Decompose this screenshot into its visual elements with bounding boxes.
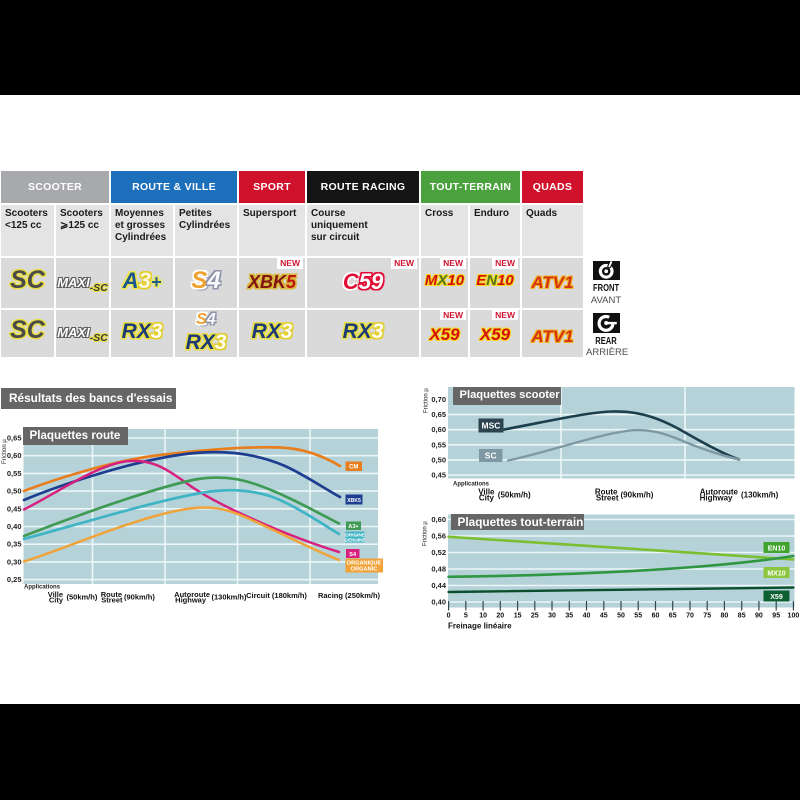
svg-text:0,70: 0,70 bbox=[431, 395, 446, 404]
svg-text:0,45: 0,45 bbox=[7, 504, 22, 513]
svg-text:0,35: 0,35 bbox=[7, 540, 22, 549]
svg-text:100: 100 bbox=[788, 613, 800, 620]
svg-text:0,25: 0,25 bbox=[7, 575, 22, 584]
svg-text:S4: S4 bbox=[349, 552, 357, 558]
svg-text:Friction µ: Friction µ bbox=[424, 388, 430, 413]
svg-text:(130km/h): (130km/h) bbox=[212, 593, 248, 602]
svg-text:0,50: 0,50 bbox=[431, 455, 446, 464]
svg-text:ORIGINE: ORIGINE bbox=[345, 533, 364, 538]
svg-text:EN10: EN10 bbox=[768, 545, 786, 552]
svg-text:0,65: 0,65 bbox=[431, 410, 446, 419]
svg-text:Circuit (180km/h): Circuit (180km/h) bbox=[246, 591, 307, 600]
svg-text:Highway: Highway bbox=[700, 494, 733, 503]
svg-text:Applications: Applications bbox=[24, 585, 61, 591]
svg-text:0,60: 0,60 bbox=[7, 451, 22, 460]
svg-text:Route: Route bbox=[595, 488, 618, 497]
svg-text:5: 5 bbox=[464, 613, 468, 620]
svg-text:40: 40 bbox=[583, 613, 591, 620]
svg-text:Autoroute: Autoroute bbox=[174, 590, 210, 599]
svg-text:Applications: Applications bbox=[453, 482, 490, 488]
svg-text:(50km/h): (50km/h) bbox=[67, 593, 98, 602]
svg-text:Racing (250km/h): Racing (250km/h) bbox=[318, 591, 381, 600]
svg-text:A3+: A3+ bbox=[348, 524, 359, 530]
svg-text:(90km/h): (90km/h) bbox=[621, 491, 654, 500]
svg-text:0,52: 0,52 bbox=[431, 548, 446, 557]
svg-text:95: 95 bbox=[772, 613, 780, 620]
svg-text:SC: SC bbox=[485, 451, 497, 461]
svg-text:0,45: 0,45 bbox=[431, 471, 446, 480]
svg-text:(90km/h): (90km/h) bbox=[124, 593, 155, 602]
svg-text:Autoroute: Autoroute bbox=[700, 488, 739, 497]
svg-text:65: 65 bbox=[669, 613, 677, 620]
svg-text:0,65: 0,65 bbox=[7, 434, 22, 443]
svg-text:ORGANIC: ORGANIC bbox=[351, 567, 377, 573]
svg-text:Street: Street bbox=[596, 494, 619, 503]
svg-text:70: 70 bbox=[686, 613, 694, 620]
svg-text:MX10: MX10 bbox=[767, 570, 785, 577]
svg-text:Freinage linéaire: Freinage linéaire bbox=[448, 622, 512, 631]
svg-text:0,55: 0,55 bbox=[431, 440, 446, 449]
svg-text:City: City bbox=[49, 596, 64, 605]
svg-text:15: 15 bbox=[514, 613, 522, 620]
svg-text:0: 0 bbox=[447, 613, 451, 620]
svg-text:Highway: Highway bbox=[175, 596, 207, 605]
svg-text:(130km/h): (130km/h) bbox=[741, 491, 779, 500]
svg-text:(50km/h): (50km/h) bbox=[498, 491, 531, 500]
svg-text:25: 25 bbox=[531, 613, 539, 620]
svg-text:30: 30 bbox=[548, 613, 556, 620]
svg-text:90: 90 bbox=[755, 613, 763, 620]
svg-text:ORGANIQUE: ORGANIQUE bbox=[347, 561, 382, 567]
svg-text:X59: X59 bbox=[770, 594, 783, 601]
svg-text:MSC: MSC bbox=[482, 421, 501, 431]
svg-text:GENUINE: GENUINE bbox=[345, 537, 366, 542]
svg-text:60: 60 bbox=[652, 613, 660, 620]
svg-text:XBK5: XBK5 bbox=[347, 498, 361, 504]
svg-text:City: City bbox=[479, 494, 495, 503]
svg-text:35: 35 bbox=[565, 613, 573, 620]
svg-text:0,56: 0,56 bbox=[431, 532, 446, 541]
svg-text:20: 20 bbox=[496, 613, 504, 620]
svg-text:0,30: 0,30 bbox=[7, 557, 22, 566]
svg-text:85: 85 bbox=[738, 613, 746, 620]
svg-text:Ville: Ville bbox=[478, 488, 495, 497]
svg-text:Ville: Ville bbox=[48, 590, 63, 599]
svg-text:55: 55 bbox=[634, 613, 642, 620]
svg-text:0,60: 0,60 bbox=[431, 425, 446, 434]
svg-text:Friction µ: Friction µ bbox=[423, 521, 429, 546]
svg-text:45: 45 bbox=[600, 613, 608, 620]
svg-text:Route: Route bbox=[101, 590, 122, 599]
svg-text:0,40: 0,40 bbox=[431, 598, 446, 607]
svg-text:0,40: 0,40 bbox=[7, 522, 22, 531]
svg-text:0,50: 0,50 bbox=[7, 487, 22, 496]
svg-text:0,55: 0,55 bbox=[7, 469, 22, 478]
svg-text:0,60: 0,60 bbox=[431, 515, 446, 524]
svg-text:10: 10 bbox=[479, 613, 487, 620]
svg-text:80: 80 bbox=[721, 613, 729, 620]
svg-text:Friction µ: Friction µ bbox=[2, 439, 8, 464]
svg-text:0,48: 0,48 bbox=[431, 565, 446, 574]
svg-text:Street: Street bbox=[101, 596, 123, 605]
svg-text:CM: CM bbox=[349, 465, 358, 471]
svg-text:50: 50 bbox=[617, 613, 625, 620]
svg-text:75: 75 bbox=[703, 613, 711, 620]
svg-text:0,44: 0,44 bbox=[431, 581, 446, 590]
